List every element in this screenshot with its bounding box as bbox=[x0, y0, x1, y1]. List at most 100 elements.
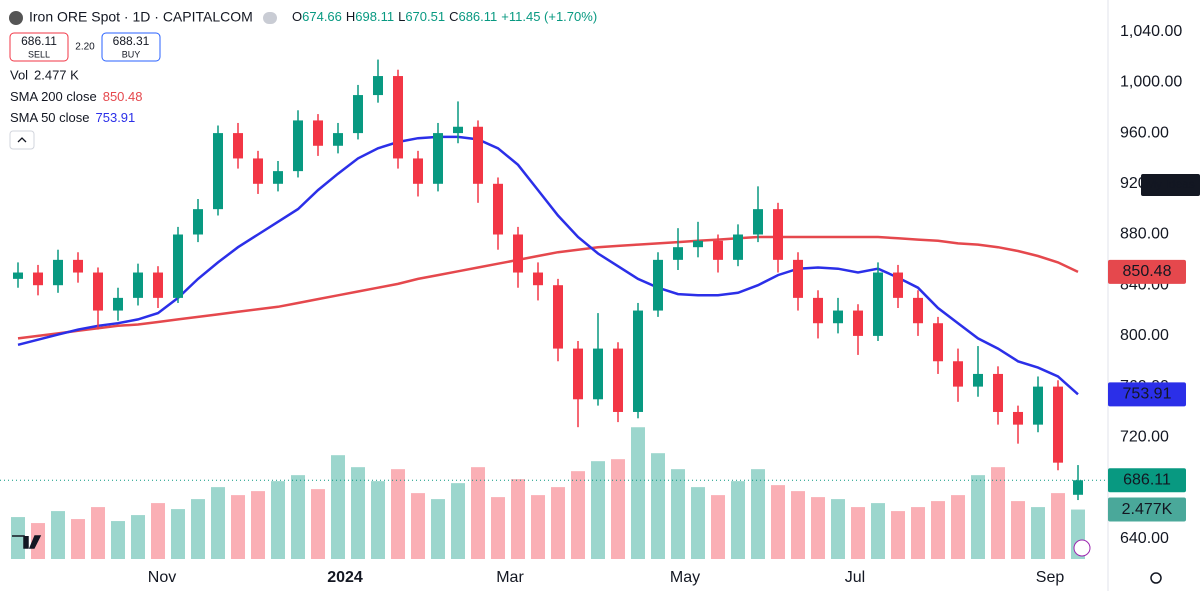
candle-body bbox=[573, 348, 583, 400]
volume-bar bbox=[991, 467, 1005, 559]
volume-bar bbox=[371, 481, 385, 559]
overlay: 1,040.001,000.00960.00920.00880.00840.00… bbox=[1108, 23, 1200, 547]
buy-label: BUY bbox=[122, 49, 141, 59]
volume-bar bbox=[931, 501, 945, 559]
candle-body bbox=[633, 310, 643, 412]
volume-bar bbox=[791, 491, 805, 559]
candle-body bbox=[1013, 411, 1023, 425]
volume-bar bbox=[71, 519, 85, 559]
volume-bar bbox=[231, 495, 245, 559]
ohlc-value: 670.51 bbox=[405, 9, 445, 24]
candle-body bbox=[1073, 480, 1083, 495]
x-tick-label: May bbox=[670, 569, 700, 586]
tv-logo bbox=[12, 535, 42, 549]
volume-bar bbox=[591, 461, 605, 559]
candle-body bbox=[113, 297, 123, 311]
candle-body bbox=[833, 310, 843, 324]
volume-bar bbox=[651, 453, 665, 559]
candle-body bbox=[33, 272, 43, 286]
volume-bar bbox=[131, 515, 145, 559]
candle-body bbox=[153, 272, 163, 298]
x-tick-label: 2024 bbox=[327, 569, 363, 586]
spread: 2.20 bbox=[75, 42, 95, 53]
sma-name: SMA 200 close bbox=[10, 89, 97, 104]
candle-body bbox=[513, 234, 523, 273]
settings-icon[interactable] bbox=[1150, 572, 1162, 584]
candle-body bbox=[793, 259, 803, 298]
buy-button[interactable] bbox=[101, 32, 161, 62]
candle-body bbox=[13, 272, 23, 279]
candle-body bbox=[953, 361, 963, 387]
volume-bar bbox=[671, 469, 685, 559]
volume-value: 2.477 K bbox=[34, 67, 79, 82]
candle-body bbox=[613, 348, 623, 412]
volume-bar bbox=[251, 491, 265, 559]
price-axis bbox=[1108, 0, 1200, 591]
volume-bar bbox=[391, 469, 405, 559]
volume-bar bbox=[271, 481, 285, 559]
candle-body bbox=[373, 76, 383, 96]
sma-legend: SMA 200 close 850.48 bbox=[10, 89, 142, 104]
volume-bar bbox=[491, 497, 505, 559]
event-icon[interactable] bbox=[1073, 539, 1091, 557]
ohlc-letter: L bbox=[398, 9, 405, 24]
x-tick-label: Nov bbox=[148, 569, 176, 586]
candle-body bbox=[593, 348, 603, 400]
my-ideas-bg[interactable] bbox=[1141, 174, 1200, 196]
y-tick-label: 1,040.00 bbox=[1120, 23, 1182, 40]
y-tick-label: 960.00 bbox=[1120, 124, 1169, 141]
candle-body bbox=[453, 126, 463, 134]
collapse-button[interactable] bbox=[9, 130, 35, 150]
volume-bar bbox=[611, 459, 625, 559]
my-ideas[interactable]: My Ideas bbox=[1146, 177, 1195, 191]
volume-bar bbox=[631, 427, 645, 559]
candle-body bbox=[993, 373, 1003, 412]
volume-bar bbox=[571, 471, 585, 559]
volume-bar bbox=[171, 509, 185, 559]
ohlc-letter: C bbox=[449, 9, 458, 24]
candle-body bbox=[273, 171, 283, 184]
volume-bar bbox=[811, 497, 825, 559]
candle-body bbox=[173, 234, 183, 298]
volume-bar bbox=[191, 499, 205, 559]
hide-button[interactable] bbox=[263, 12, 277, 24]
volume-bar bbox=[871, 503, 885, 559]
ohlc-value: 686.11 bbox=[458, 9, 497, 24]
candle-body bbox=[293, 120, 303, 172]
sma-tag: 850.48 bbox=[1123, 263, 1172, 280]
sell-label: SELL bbox=[28, 49, 50, 59]
sma-tag-bg bbox=[1108, 259, 1186, 284]
volume-bar bbox=[331, 455, 345, 559]
candle-body bbox=[53, 259, 63, 286]
x-tick-label: Jul bbox=[845, 569, 865, 586]
ohlc-value: 698.11 bbox=[355, 9, 394, 24]
candle-body bbox=[773, 209, 783, 260]
candle-body bbox=[533, 272, 543, 286]
volume-bar bbox=[851, 507, 865, 559]
price-tag-bg bbox=[1108, 468, 1186, 493]
y-tick-label: 1,000.00 bbox=[1120, 74, 1182, 91]
ohlc-legend: O674.66 H698.11 L670.51 C686.11 +11.45 (+1.7… bbox=[292, 9, 597, 24]
collapse-icon bbox=[17, 137, 27, 143]
volume-bar bbox=[751, 469, 765, 559]
y-tick-label: 640.00 bbox=[1120, 530, 1169, 547]
volume-bar bbox=[891, 511, 905, 559]
volume-tag-bg bbox=[1108, 497, 1186, 522]
candle-body bbox=[393, 76, 403, 159]
candle-body bbox=[73, 259, 83, 273]
volume-bar bbox=[431, 499, 445, 559]
buy-price: 688.31 bbox=[113, 34, 150, 48]
candle-body bbox=[913, 297, 923, 324]
candle-body bbox=[433, 133, 443, 184]
sma-line bbox=[17, 235, 1079, 340]
candle-body bbox=[553, 285, 563, 349]
candle-body bbox=[713, 240, 723, 260]
volume-bar bbox=[91, 507, 105, 559]
candle-body bbox=[933, 323, 943, 362]
y-tick-label: 720.00 bbox=[1120, 429, 1169, 446]
ohlc-value: 674.66 bbox=[302, 9, 342, 24]
candle-body bbox=[653, 259, 663, 311]
sell-button[interactable] bbox=[9, 32, 69, 62]
volume-bar bbox=[911, 507, 925, 559]
